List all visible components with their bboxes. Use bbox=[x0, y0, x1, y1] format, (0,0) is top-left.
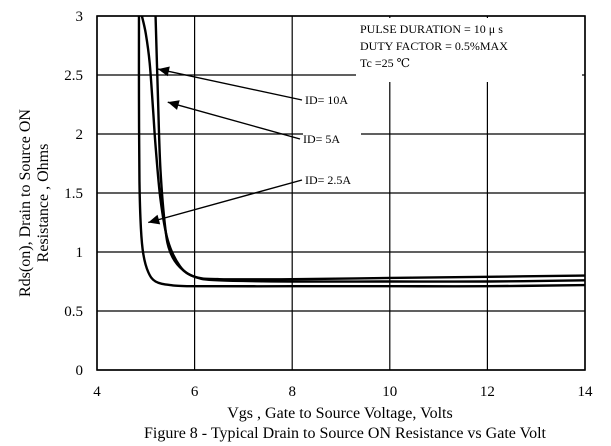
plot-frame bbox=[96, 15, 586, 371]
condition-text: Tc =25 ℃ bbox=[360, 56, 410, 70]
arrow-head bbox=[167, 100, 180, 110]
annotation-backdrop bbox=[303, 132, 361, 147]
x-tick-label: 8 bbox=[288, 384, 296, 400]
plot-border bbox=[96, 15, 586, 371]
y-axis-label: Rds(on), Drain to Source ON bbox=[17, 109, 34, 297]
series-label: ID= 10A bbox=[305, 93, 348, 107]
series-group bbox=[137, 15, 586, 288]
conditions-box: PULSE DURATION = 10 μ s DUTY FACTOR = 0.5… bbox=[356, 18, 582, 82]
series-label: ID= 2.5A bbox=[305, 173, 351, 187]
arrow-head bbox=[158, 66, 170, 77]
series-line-1 bbox=[140, 15, 586, 283]
y-tick-label: 3 bbox=[76, 9, 84, 25]
y-tick-label: 2.5 bbox=[64, 68, 83, 84]
x-tick-label: 6 bbox=[191, 384, 199, 400]
condition-text: PULSE DURATION = 10 μ s bbox=[360, 22, 503, 36]
annotation-arrow bbox=[148, 179, 303, 224]
x-tick-label: 4 bbox=[93, 384, 101, 400]
y-tick-label: 1 bbox=[76, 245, 84, 261]
annotation-arrow bbox=[167, 101, 301, 140]
y-tick-label: 2 bbox=[76, 127, 84, 143]
condition-text: DUTY FACTOR = 0.5%MAX bbox=[360, 39, 508, 53]
figure-caption: Figure 8 - Typical Drain to Source ON Re… bbox=[144, 425, 546, 442]
annotations: ID= 10A ID= 5A ID= 2.5A bbox=[148, 66, 363, 225]
axis-labels: Vgs , Gate to Source Voltage, Volts Figur… bbox=[17, 109, 547, 442]
x-tick-label: 10 bbox=[382, 384, 397, 400]
series-line-2 bbox=[137, 15, 586, 288]
y-tick-label: 1.5 bbox=[64, 186, 83, 202]
annotation-backdrop bbox=[305, 173, 363, 188]
x-axis-label: Vgs , Gate to Source Voltage, Volts bbox=[227, 405, 452, 422]
y-tick-label: 0.5 bbox=[64, 304, 83, 320]
y-tick-label: 0 bbox=[76, 363, 84, 379]
series-label: ID= 5A bbox=[303, 132, 340, 146]
annotation-backdrop bbox=[305, 93, 363, 108]
x-tick-label: 12 bbox=[480, 384, 495, 400]
annotation-arrow bbox=[157, 68, 303, 101]
y-axis-label: Resistance , Ohms bbox=[35, 144, 52, 263]
x-tick-label: 14 bbox=[578, 384, 594, 400]
arrow-head bbox=[148, 214, 161, 225]
tick-labels: 4 6 8 10 12 14 0 0.5 1 1.5 2 2.5 3 bbox=[64, 9, 593, 400]
conditions-backdrop bbox=[356, 18, 582, 82]
